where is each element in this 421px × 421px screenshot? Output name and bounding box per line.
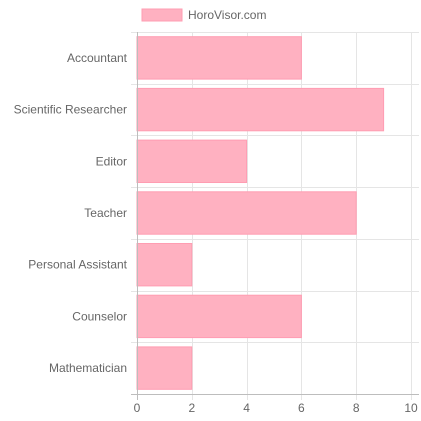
x-tick-label: 4 bbox=[243, 401, 250, 415]
y-tick-label: Scientific Researcher bbox=[14, 103, 127, 117]
y-axis-labels: Accountant Scientific Researcher Editor Tea… bbox=[14, 51, 128, 375]
y-tick-label: Personal Assistant bbox=[28, 258, 127, 272]
legend[interactable]: HoroVisor.com bbox=[141, 8, 266, 22]
bar-teacher[interactable] bbox=[136, 191, 357, 235]
x-tick-label: 10 bbox=[404, 401, 418, 415]
y-tick-label: Counselor bbox=[72, 309, 127, 323]
bar-mathematician[interactable] bbox=[136, 346, 193, 390]
bar-counselor[interactable] bbox=[136, 294, 302, 339]
bar-editor[interactable] bbox=[136, 139, 248, 184]
x-tick-label: 2 bbox=[188, 401, 195, 415]
bar-scientific-researcher[interactable] bbox=[136, 87, 385, 132]
y-tick-label: Accountant bbox=[67, 51, 128, 65]
axes bbox=[131, 32, 419, 400]
legend-swatch bbox=[141, 8, 183, 22]
x-tick-label: 8 bbox=[353, 401, 360, 415]
y-tick-label: Teacher bbox=[84, 206, 127, 220]
x-axis-labels: 0 2 4 6 8 10 bbox=[134, 401, 418, 415]
legend-label: HoroVisor.com bbox=[188, 8, 266, 22]
y-tick-label: Mathematician bbox=[49, 361, 127, 375]
bar-accountant[interactable] bbox=[136, 36, 302, 80]
x-tick-label: 0 bbox=[134, 401, 141, 415]
y-tick-label: Editor bbox=[96, 154, 127, 168]
x-tick-label: 6 bbox=[298, 401, 305, 415]
bars bbox=[136, 36, 385, 390]
bar-personal-assistant[interactable] bbox=[136, 243, 193, 287]
